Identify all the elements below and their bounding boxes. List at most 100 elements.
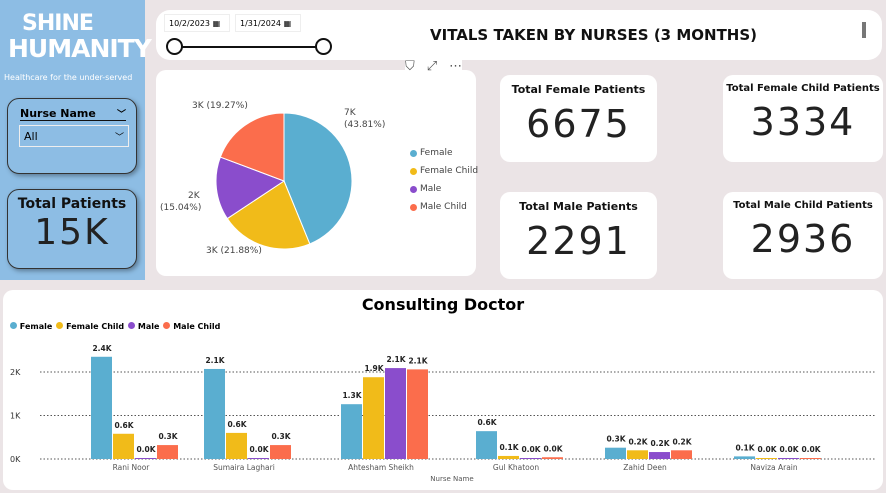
pie-data-label: 7K (43.81%) <box>344 108 385 130</box>
page-title: VITALS TAKEN BY NURSES (3 MONTHS) <box>430 26 758 44</box>
legend-item[interactable]: Male Child <box>410 202 478 212</box>
bar-data-label: 0.6K <box>477 418 497 427</box>
bar[interactable] <box>270 445 291 459</box>
kpi-label: Total Male Child Patients <box>733 200 873 211</box>
bar-data-label: 0.0K <box>136 445 156 454</box>
legend-item[interactable]: Female Child <box>56 322 124 331</box>
nurse-dropdown[interactable]: All ﹀ <box>19 125 129 147</box>
bar-data-label: 0.3K <box>271 432 291 441</box>
bar[interactable] <box>341 404 362 459</box>
kpi-value: 6675 <box>526 102 631 146</box>
bar-data-label: 1.3K <box>342 391 362 400</box>
bar[interactable] <box>756 458 777 459</box>
legend-item[interactable]: Female <box>410 148 478 158</box>
legend-item[interactable]: Female <box>10 322 52 331</box>
kpi-card: Total Female Child Patients 3334 <box>723 75 883 162</box>
bar[interactable] <box>627 450 648 459</box>
kpi-value: 3334 <box>750 100 856 144</box>
logo-line1: SHINE <box>22 11 94 36</box>
bar[interactable] <box>734 456 755 459</box>
bar[interactable] <box>520 458 541 459</box>
bar-chart-title: Consulting Doctor <box>361 295 525 314</box>
legend-item[interactable]: Male Child <box>163 322 220 331</box>
bar-data-label: 0.1K <box>735 443 755 452</box>
bar-data-label: 2.1K <box>408 356 428 365</box>
filter-icon[interactable]: ⛉ <box>405 59 415 74</box>
x-tick-label: Gul Khatoon <box>493 463 539 472</box>
bar[interactable] <box>363 377 384 459</box>
logo: SHINE HUMANITY <box>8 11 152 64</box>
pie-data-label: 3K (19.27%) <box>192 101 248 111</box>
bar-data-label: 0.0K <box>543 444 563 453</box>
bar-data-label: 2.1K <box>205 356 225 365</box>
kpi-value: 15K <box>34 212 110 253</box>
bar[interactable] <box>226 432 247 459</box>
bar[interactable] <box>113 433 134 459</box>
slicer-label: Nurse Name <box>20 107 96 120</box>
kpi-card: Total Male Child Patients 2936 <box>723 192 883 279</box>
y-tick-label: 2K <box>10 368 21 377</box>
bar[interactable] <box>778 458 799 459</box>
calendar-icon: ▦ <box>212 19 221 28</box>
pie-legend: Female Female Child Male Male Child <box>410 148 478 220</box>
slider-end-handle[interactable] <box>315 38 332 55</box>
date-slider-track[interactable] <box>175 46 323 48</box>
visual-header: ⛉ ⤢ ⋯ <box>405 59 463 74</box>
bar-legend: Female Female Child Male Male Child <box>10 322 220 331</box>
x-tick-label: Ahtesham Sheikh <box>348 463 414 472</box>
bar-data-label: 0.2K <box>672 437 692 446</box>
pie-slice-female[interactable] <box>283 112 353 245</box>
bar[interactable] <box>800 458 821 459</box>
x-tick-label: Naviza Arain <box>750 463 798 472</box>
bar-data-label: 0.2K <box>650 439 670 448</box>
bar-data-label: 0.3K <box>606 435 626 444</box>
bar[interactable] <box>91 356 112 459</box>
bar-data-label: 0.0K <box>779 445 799 454</box>
bar[interactable] <box>407 369 428 459</box>
bar-data-label: 0.6K <box>114 421 134 430</box>
focus-mode-icon[interactable]: ⤢ <box>426 59 438 74</box>
legend-item[interactable]: Female Child <box>410 166 478 176</box>
start-date-input[interactable]: 10/2/2023 ▦ <box>164 14 230 32</box>
slicer-value: All <box>24 129 38 143</box>
bar[interactable] <box>476 431 497 459</box>
bar-data-label: 0.6K <box>227 420 247 429</box>
bar-chart: 0K 1K 2K 2.4K 2.1K 1.3K 0.6K 0.3K 0.1K 0.6K 0.6K 1.… <box>10 344 876 483</box>
bar-data-label: 1.9K <box>364 364 384 373</box>
kpi-label: Total Female Child Patients <box>726 83 880 94</box>
bar[interactable] <box>157 445 178 459</box>
bar-data-label: 0.0K <box>801 445 821 454</box>
pie-slice-male-child[interactable] <box>219 112 285 182</box>
bar[interactable] <box>671 450 692 459</box>
pie-slice-male[interactable] <box>215 156 286 220</box>
end-date-input[interactable]: 1/31/2024 ▦ <box>235 14 301 32</box>
pie-slice-female-child[interactable] <box>226 180 311 250</box>
total-patients-card: Total Patients 15K <box>7 189 137 269</box>
kpi-label: Total Patients <box>17 196 127 212</box>
bar-data-label: 0.3K <box>158 432 178 441</box>
bar[interactable] <box>542 457 563 459</box>
chevron-down-icon[interactable]: ﹀ <box>116 110 126 120</box>
bar[interactable] <box>248 458 269 459</box>
calendar-icon: ▦ <box>283 19 292 28</box>
kpi-value: 2291 <box>526 219 631 263</box>
x-tick-label: Zahid Deen <box>623 463 667 472</box>
bar[interactable] <box>204 368 225 459</box>
slider-start-handle[interactable] <box>166 38 183 55</box>
legend-item[interactable]: Male <box>128 322 159 331</box>
kpi-card: Total Male Patients 2291 <box>500 192 657 279</box>
bar[interactable] <box>649 452 670 459</box>
bar-data-label: 0.2K <box>628 437 648 446</box>
kpi-label: Total Male Patients <box>519 200 638 213</box>
kpi-label: Total Female Patients <box>511 83 646 96</box>
bar[interactable] <box>498 455 519 459</box>
bar[interactable] <box>135 458 156 459</box>
kpi-value: 2936 <box>750 217 856 261</box>
scrollbar[interactable] <box>862 22 866 38</box>
legend-item[interactable]: Male <box>410 184 478 194</box>
bar[interactable] <box>385 368 406 459</box>
more-options-icon[interactable]: ⋯ <box>449 59 463 74</box>
logo-tagline: Healthcare for the under-served <box>4 73 133 82</box>
bar-data-label: 2.4K <box>92 344 112 353</box>
bar[interactable] <box>605 447 626 459</box>
